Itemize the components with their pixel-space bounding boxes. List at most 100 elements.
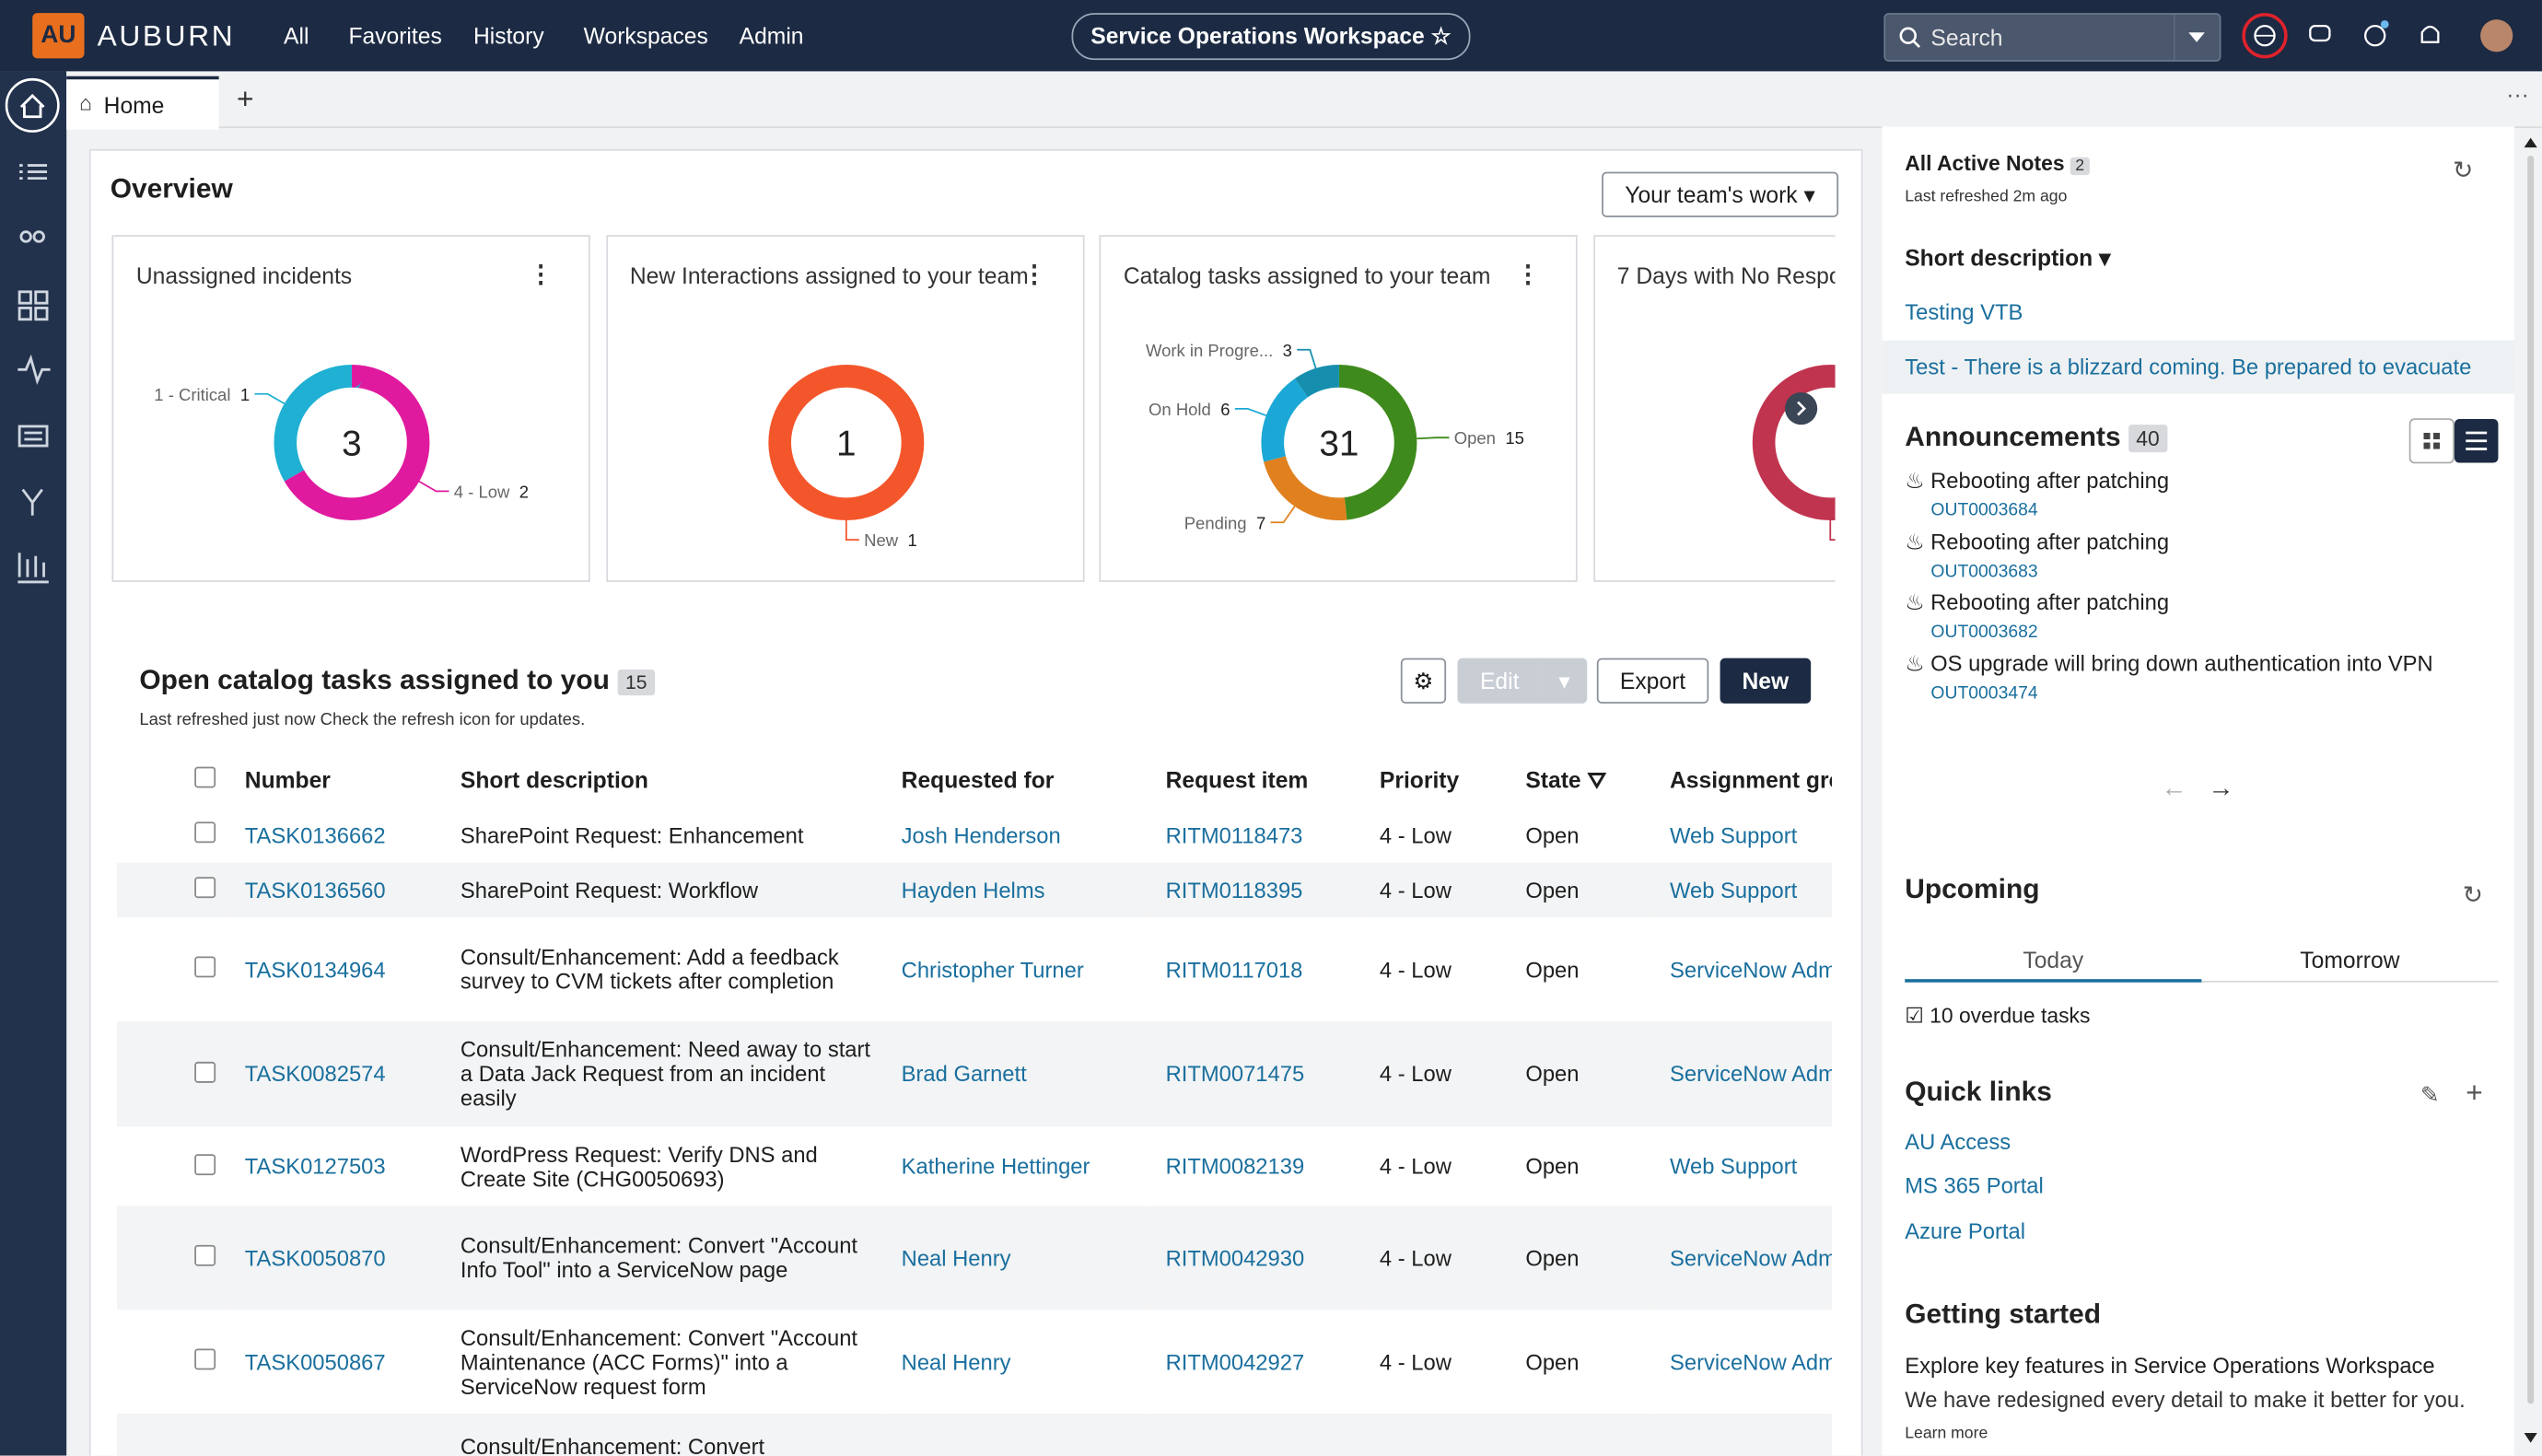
quick-link[interactable]: Azure Portal <box>1905 1217 2026 1243</box>
cell: WordPress Request: Verify DNS and Create… <box>443 1126 884 1206</box>
edit-button[interactable]: Edit <box>1457 658 1542 704</box>
request-item[interactable]: RITM0042927 <box>1165 1349 1305 1374</box>
column-header[interactable]: Priority <box>1379 766 1460 793</box>
announcement-title[interactable]: ♨ OS upgrade will bring down authenticat… <box>1905 651 2433 677</box>
note-link[interactable]: Testing VTB <box>1905 299 2023 325</box>
quick-links-edit[interactable]: ✎ <box>2420 1081 2440 1108</box>
assignment-group[interactable]: ServiceNow Adm <box>1670 1349 1833 1374</box>
checkbox[interactable] <box>194 1061 216 1082</box>
notes-refresh[interactable]: ↻ <box>2453 157 2474 185</box>
logo[interactable]: AU <box>32 13 85 59</box>
next-arrow[interactable]: → <box>2208 775 2234 803</box>
add-tab[interactable]: + <box>236 82 254 115</box>
assignment-group[interactable]: ServiceNow Adm <box>1670 1061 1833 1087</box>
announcement-title[interactable]: ♨ Rebooting after patching <box>1905 530 2170 554</box>
home-tab[interactable]: ⌂ Home <box>66 76 219 130</box>
settings-button[interactable]: ⚙ <box>1400 658 1447 704</box>
cell: Brad Garnett <box>883 1021 1148 1126</box>
number[interactable]: TASK0050870 <box>244 1245 386 1271</box>
prev-arrow[interactable]: ← <box>2161 775 2187 803</box>
card-menu[interactable]: ⋮ <box>1021 261 1047 289</box>
column-header[interactable]: State ⛛ <box>1525 765 1607 792</box>
request-item[interactable]: RITM0118473 <box>1165 822 1303 847</box>
view-toggle[interactable] <box>2408 418 2501 464</box>
announcement-title[interactable]: ♨ Rebooting after patching <box>1905 468 2170 494</box>
requested-for[interactable]: Neal Henry <box>901 1349 1011 1374</box>
announcement-number[interactable]: OUT0003683 <box>1930 562 2038 582</box>
checkbox[interactable] <box>194 766 216 788</box>
number[interactable]: TASK0082574 <box>244 1061 386 1087</box>
number[interactable]: TASK0050867 <box>244 1349 386 1374</box>
search-dropdown[interactable] <box>2174 14 2219 61</box>
column-header[interactable]: Assignment grou <box>1670 766 1832 793</box>
announcement-number[interactable]: OUT0003684 <box>1930 500 2038 521</box>
checkbox[interactable] <box>194 1244 216 1266</box>
request-item[interactable]: RITM0042930 <box>1165 1245 1305 1271</box>
quick-link[interactable]: AU Access <box>1905 1129 2011 1155</box>
card-menu[interactable]: ⋮ <box>528 261 554 289</box>
requested-for[interactable]: Brad Garnett <box>901 1061 1027 1087</box>
number[interactable]: TASK0127503 <box>244 1154 386 1179</box>
request-item[interactable]: RITM0118395 <box>1165 878 1303 903</box>
overdue-tasks[interactable]: ☑ 10 overdue tasks <box>1905 1003 2091 1028</box>
donut-segment <box>1261 365 1417 521</box>
checkbox[interactable] <box>194 821 216 844</box>
team-filter[interactable]: Your team's work ▾ <box>1602 171 1839 217</box>
checkbox[interactable] <box>194 877 216 899</box>
assignment-group[interactable]: Web Support <box>1670 822 1798 847</box>
header-row: Number Short description Requested for Requ… <box>117 752 1832 808</box>
export-button[interactable]: Export <box>1596 658 1709 704</box>
quick-link[interactable]: MS 365 Portal <box>1905 1173 2044 1199</box>
search-box[interactable]: Search <box>1883 13 2221 62</box>
assignment-group[interactable]: ServiceNow Adm <box>1670 957 1833 982</box>
checkbox[interactable] <box>194 1348 216 1370</box>
announcement-number[interactable]: OUT0003474 <box>1930 683 2038 705</box>
number[interactable]: TASK0136662 <box>244 822 386 847</box>
column-header[interactable]: Number <box>244 766 331 793</box>
notes-sort[interactable]: Short description ▾ <box>1905 244 2111 271</box>
announcement-number[interactable]: OUT0003682 <box>1930 623 2038 643</box>
nav-icons[interactable] <box>2237 10 2529 62</box>
scrollbar[interactable] <box>2516 126 2542 1455</box>
overdue-label: 10 overdue tasks <box>1930 1003 2091 1028</box>
request-item[interactable]: RITM0071475 <box>1165 1061 1305 1087</box>
column-header[interactable]: Short description <box>460 766 648 793</box>
upcoming-tab[interactable]: Today <box>2023 946 2084 973</box>
edit-dropdown[interactable]: ▾ <box>1541 658 1588 704</box>
workspace-pill[interactable]: Service Operations Workspace ☆ <box>1071 13 1471 61</box>
menu-item[interactable]: Admin <box>739 22 804 49</box>
assignment-group[interactable]: Web Support <box>1670 878 1798 903</box>
number[interactable]: TASK0134964 <box>244 957 386 982</box>
upcoming-tab[interactable]: Tomorrow <box>2300 946 2400 973</box>
menu-item[interactable]: Favorites <box>348 22 442 49</box>
menu-item[interactable]: Workspaces <box>583 22 708 49</box>
new-button[interactable]: New <box>1720 658 1812 704</box>
number[interactable]: TASK0136560 <box>244 878 386 903</box>
menu-item[interactable]: All <box>284 22 309 49</box>
menu-item[interactable]: History <box>472 22 544 49</box>
card-menu[interactable]: ⋮ <box>1515 261 1541 289</box>
assignment-group[interactable]: Web Support <box>1670 1154 1798 1179</box>
requested-for[interactable]: Katherine Hettinger <box>901 1154 1090 1179</box>
rail-icons[interactable] <box>0 71 66 606</box>
assignment-group[interactable]: ServiceNow Adm <box>1670 1245 1833 1271</box>
note-row: Test - There is a blizzard coming. Be pr… <box>1882 340 2515 394</box>
learn-more[interactable]: Learn more <box>1905 1425 1988 1443</box>
more-menu[interactable]: ··· <box>2506 81 2529 108</box>
checkbox[interactable] <box>194 1153 216 1175</box>
upcoming-refresh[interactable]: ↻ <box>2462 881 2483 910</box>
segment-label: On Hold 6 <box>1149 400 1230 419</box>
carousel-next[interactable] <box>1784 391 1817 425</box>
note-link[interactable]: Test - There is a blizzard coming. Be pr… <box>1905 355 2472 379</box>
column-header[interactable]: Requested for <box>901 766 1055 793</box>
column-header[interactable]: Request item <box>1165 766 1309 793</box>
requested-for[interactable]: Christopher Turner <box>901 957 1084 982</box>
request-item[interactable]: RITM0082139 <box>1165 1154 1305 1179</box>
announcement-title[interactable]: ♨ Rebooting after patching <box>1905 590 2170 615</box>
checkbox[interactable] <box>194 956 216 978</box>
quick-links-add[interactable]: + <box>2466 1076 2483 1109</box>
requested-for[interactable]: Hayden Helms <box>901 878 1045 903</box>
request-item[interactable]: RITM0117018 <box>1165 957 1303 982</box>
requested-for[interactable]: Neal Henry <box>901 1245 1011 1271</box>
requested-for[interactable]: Josh Henderson <box>901 822 1061 847</box>
